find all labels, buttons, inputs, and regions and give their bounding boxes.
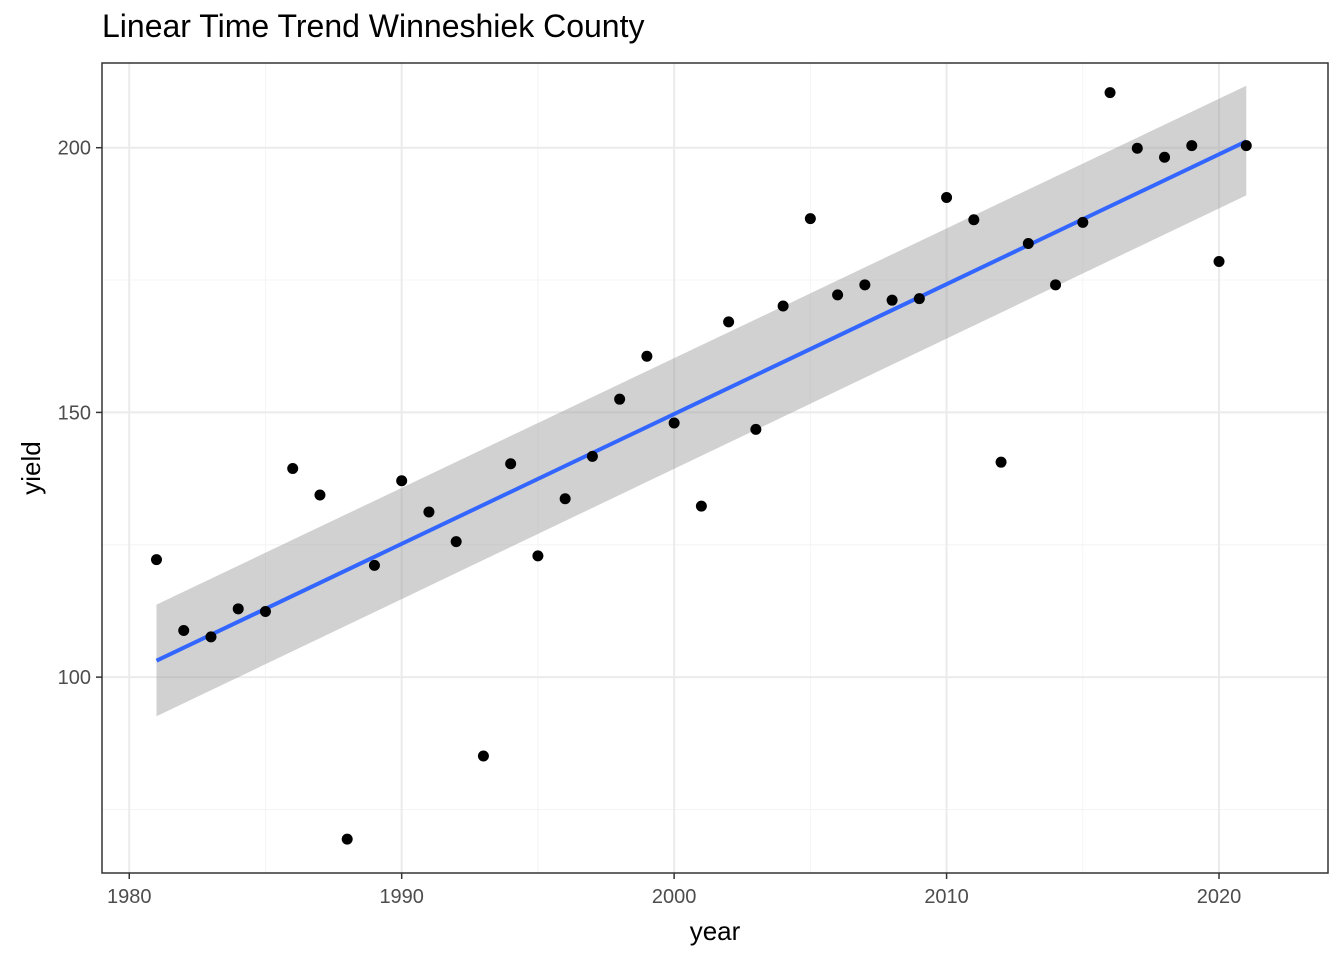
data-point: [1104, 87, 1116, 99]
data-point: [695, 500, 707, 512]
data-point: [232, 603, 244, 615]
data-point: [314, 489, 326, 501]
data-point: [1240, 140, 1252, 152]
data-point: [423, 506, 435, 518]
data-point: [832, 289, 844, 301]
y-tick-label: 200: [58, 138, 91, 160]
data-point: [859, 279, 871, 291]
x-tick-label: 1980: [107, 886, 152, 908]
data-point: [1213, 256, 1225, 268]
points-layer: [150, 87, 1252, 845]
panel-border: [101, 62, 1329, 874]
data-point: [505, 458, 517, 470]
x-tick-label: 1990: [379, 886, 424, 908]
trend-line-layer: [155, 139, 1248, 663]
data-point: [886, 294, 898, 306]
data-point: [1159, 151, 1171, 163]
data-point: [259, 605, 271, 617]
trend-line: [155, 139, 1248, 663]
data-point: [368, 559, 380, 571]
data-point: [968, 214, 980, 226]
data-point: [205, 631, 217, 643]
data-point: [777, 300, 789, 312]
axis-layer: 1980 1990 2000 2010 2020 100 150 200: [58, 138, 1242, 908]
data-point: [287, 463, 299, 475]
data-point: [178, 625, 190, 637]
data-point: [1050, 279, 1062, 291]
data-point: [995, 456, 1007, 468]
data-point: [559, 493, 571, 505]
data-point: [641, 350, 653, 362]
data-point: [532, 550, 544, 562]
data-point: [341, 833, 353, 845]
chart-title: Linear Time Trend Winneshiek County: [102, 8, 645, 44]
data-point: [1022, 238, 1034, 250]
data-point: [913, 293, 925, 305]
data-point: [723, 316, 735, 328]
data-point: [396, 475, 408, 487]
data-point: [150, 554, 162, 566]
grid-layer: [102, 63, 1328, 873]
data-point: [804, 213, 816, 225]
x-tick-label: 2000: [652, 886, 697, 908]
y-tick-label: 150: [58, 402, 91, 424]
data-point: [1186, 140, 1198, 152]
data-point: [1131, 142, 1143, 154]
data-point: [750, 423, 762, 435]
data-point: [477, 750, 489, 762]
data-point: [668, 417, 680, 429]
data-point: [941, 191, 953, 203]
y-axis-title: yield: [16, 441, 46, 494]
x-axis-title: year: [690, 916, 741, 946]
x-tick-label: 2020: [1197, 886, 1242, 908]
data-point: [450, 536, 462, 548]
data-point: [586, 450, 598, 462]
data-point: [1077, 216, 1089, 228]
x-tick-label: 2010: [924, 886, 969, 908]
data-point: [614, 393, 626, 405]
y-tick-label: 100: [58, 667, 91, 689]
